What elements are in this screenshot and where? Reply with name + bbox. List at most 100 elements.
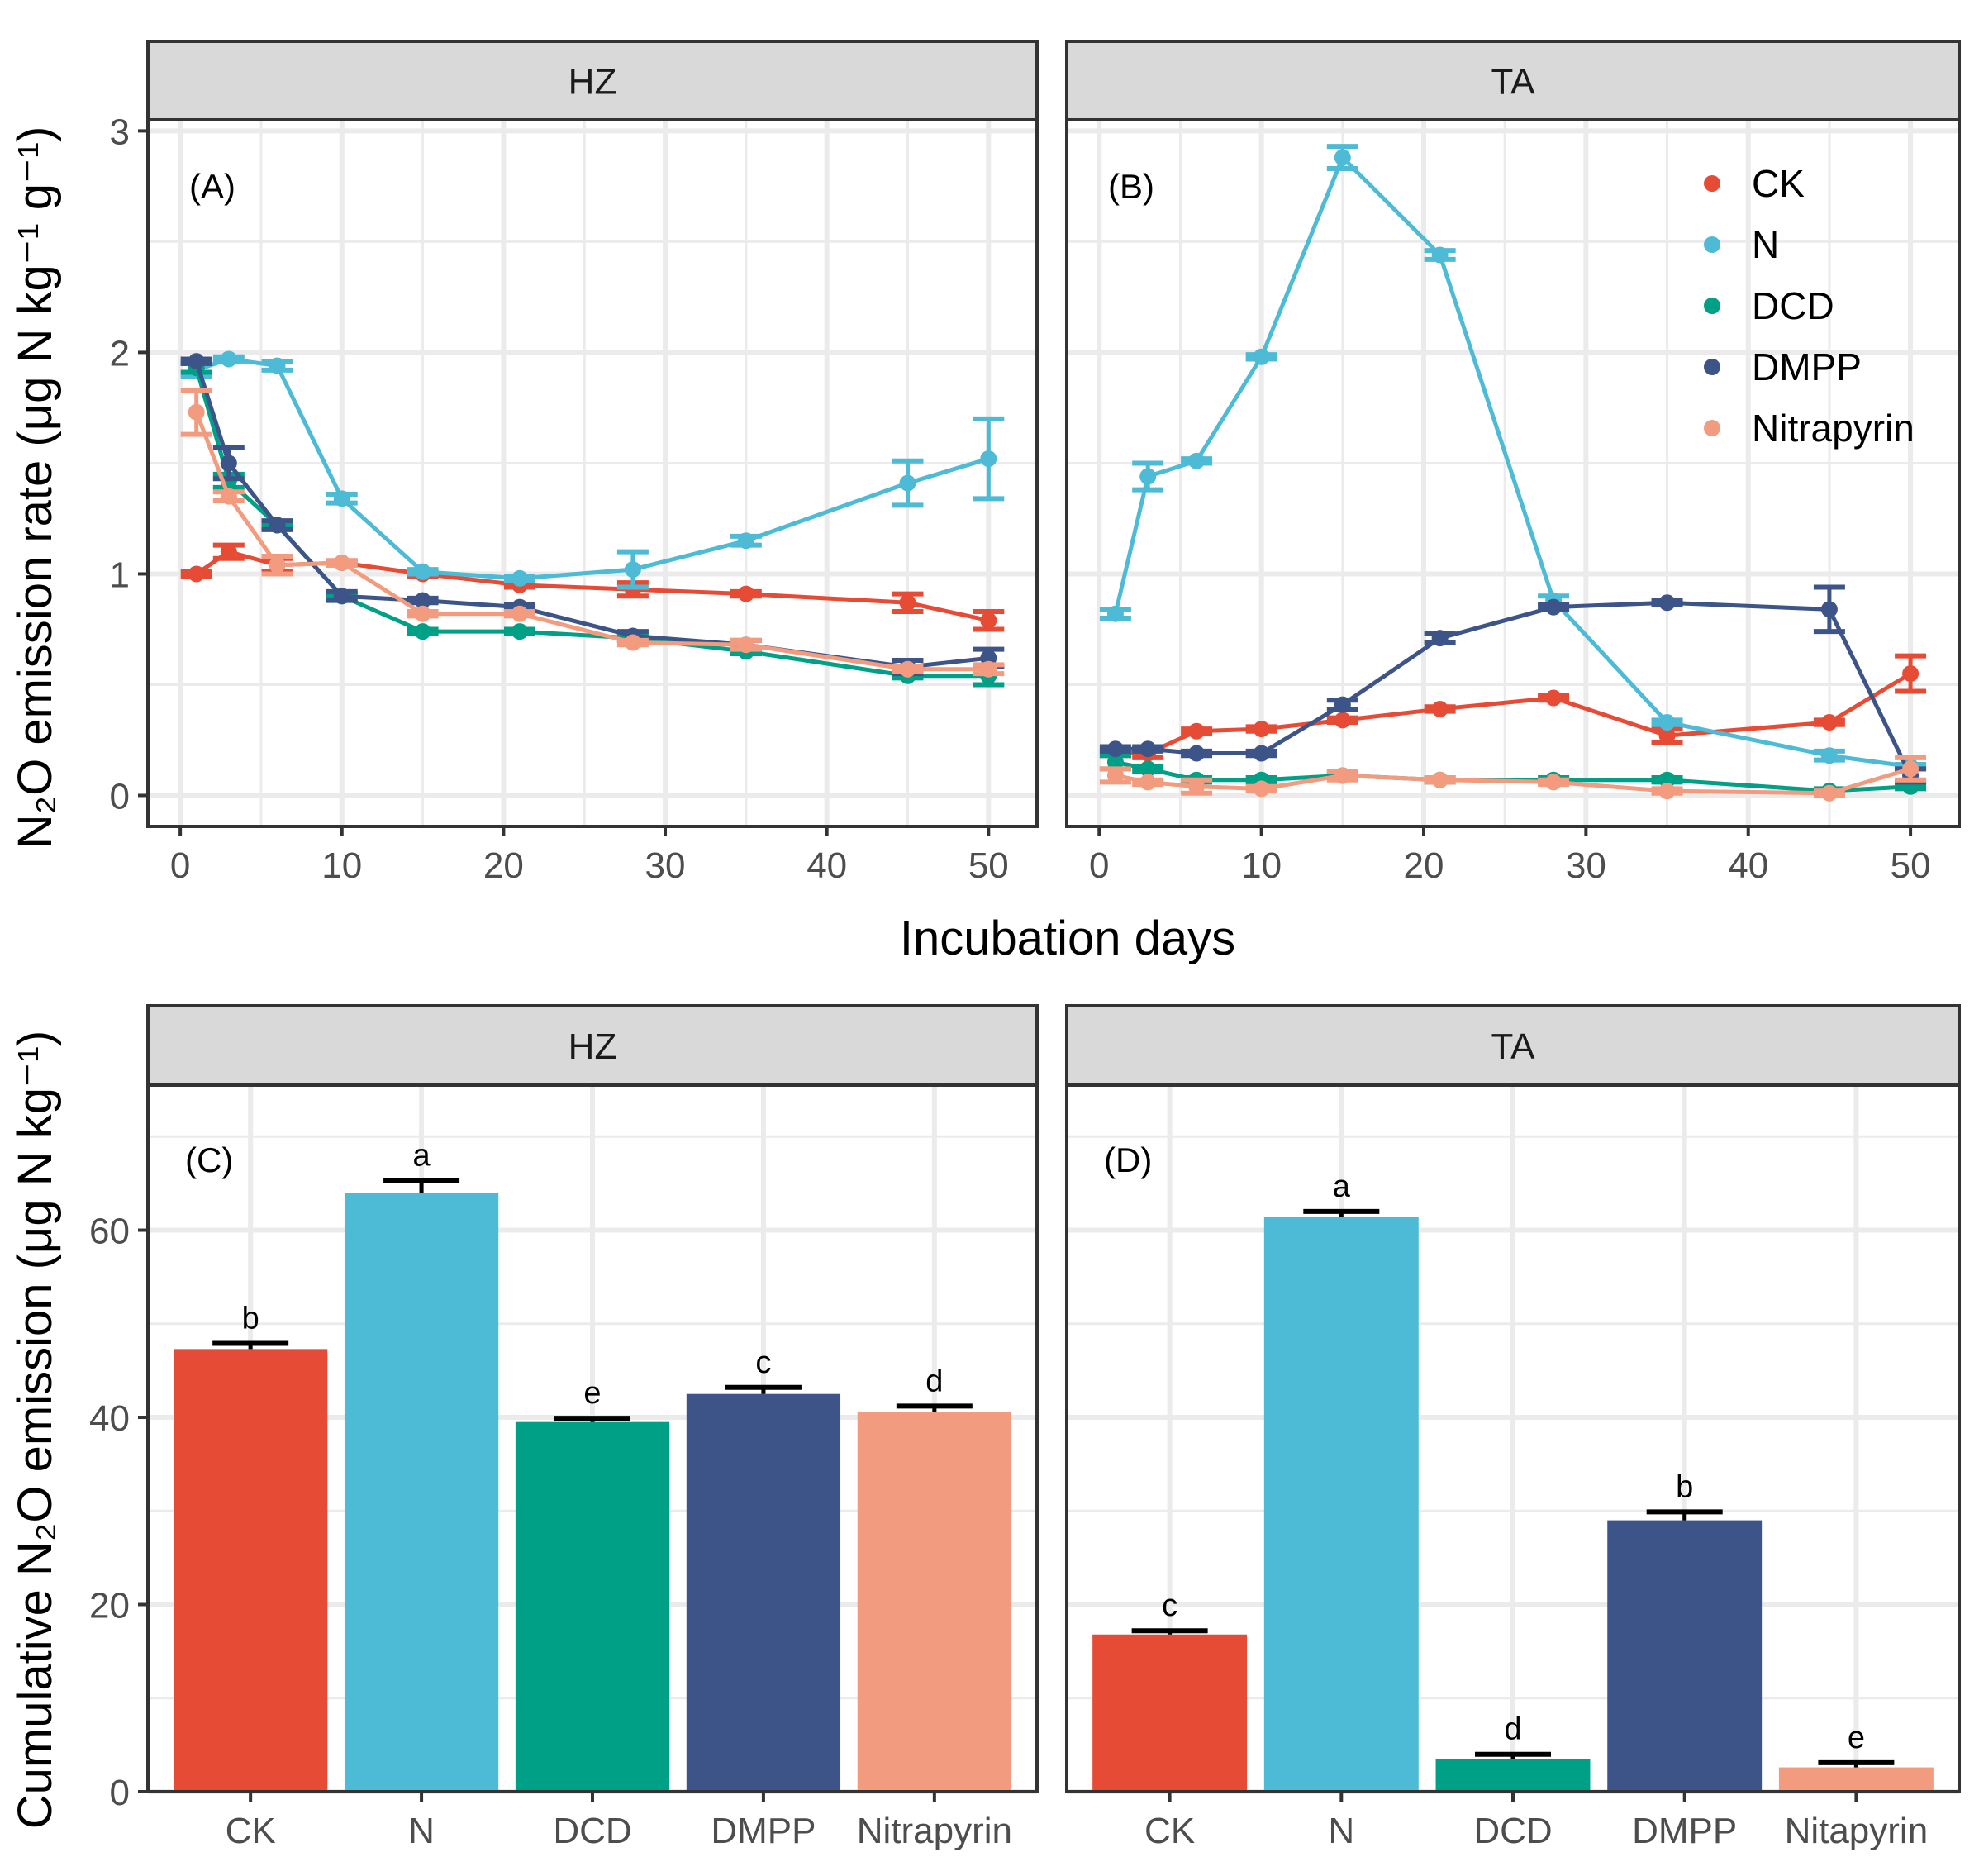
x-tick-label: N	[408, 1811, 435, 1851]
significance-letter: c	[755, 1345, 771, 1380]
legend-item-nitrapyrin: Nitrapyrin	[1704, 407, 1915, 450]
x-tick-label: 20	[1404, 845, 1444, 886]
data-point	[1431, 700, 1449, 717]
bar-dcd	[515, 1421, 670, 1792]
data-point	[1139, 740, 1157, 758]
data-point	[1658, 783, 1676, 800]
x-tick-label: N	[1328, 1811, 1354, 1851]
y-tick-label: 0	[110, 1773, 130, 1813]
significance-letter: b	[242, 1302, 259, 1336]
y-tick-label: 20	[89, 1586, 130, 1626]
data-point	[737, 532, 754, 550]
data-point	[1431, 246, 1449, 264]
data-point	[414, 592, 431, 609]
data-point	[980, 450, 997, 468]
significance-letter: d	[1504, 1712, 1521, 1747]
legend-label: CK	[1752, 162, 1805, 205]
data-point	[737, 636, 754, 654]
series-line	[1113, 154, 1911, 769]
legend-label: DCD	[1752, 284, 1834, 327]
x-tick-label: 0	[170, 845, 190, 886]
data-point	[624, 561, 641, 579]
panel-b-ta-emission-rate: TA 0 10 20 30 40 50 (B)	[1065, 40, 1961, 886]
bar-ck	[1092, 1634, 1248, 1792]
data-point	[899, 594, 916, 612]
legend-label: DMPP	[1752, 345, 1862, 388]
data-point	[1431, 630, 1449, 647]
series-line	[194, 367, 989, 679]
x-tick-label: 40	[806, 845, 847, 886]
data-point	[1334, 696, 1351, 713]
legend-item-dmpp: DMPP	[1704, 345, 1862, 388]
y-tick-label: 0	[110, 776, 130, 817]
x-tick-label: DMPP	[711, 1811, 816, 1851]
data-point	[414, 605, 431, 622]
bar-dmpp	[1607, 1520, 1763, 1792]
data-point	[1139, 760, 1157, 778]
panel-a-hz-emission-rate: HZ 0 10 20 30 40 50 0 1 2 3 (A)	[110, 40, 1039, 886]
data-point	[1820, 714, 1838, 731]
panel-tag: (A)	[189, 167, 235, 206]
data-point	[511, 605, 528, 622]
bar-nitapyrin	[1778, 1767, 1934, 1792]
data-point	[1431, 771, 1449, 788]
data-point	[269, 556, 286, 574]
x-tick-label: 30	[1566, 845, 1606, 886]
significance-letter: d	[925, 1364, 943, 1398]
facet-strip-label: HZ	[568, 62, 617, 102]
data-point	[1545, 689, 1563, 707]
data-point	[188, 565, 205, 583]
series-line	[194, 411, 989, 672]
significance-letter: b	[1676, 1469, 1693, 1504]
data-point	[414, 623, 431, 640]
data-point	[511, 569, 528, 587]
significance-letter: c	[1162, 1588, 1177, 1623]
legend-key	[1704, 359, 1720, 375]
data-point	[899, 474, 916, 492]
series-line	[1115, 600, 1913, 777]
panel-tag: (B)	[1108, 167, 1154, 206]
data-point	[1658, 727, 1676, 745]
facet-strip-label: TA	[1491, 62, 1536, 102]
data-point	[1253, 721, 1270, 738]
legend-key	[1704, 420, 1720, 436]
bar-ck	[174, 1349, 328, 1792]
bar-n	[344, 1193, 499, 1792]
legend-key	[1704, 298, 1720, 314]
data-point	[333, 588, 350, 605]
x-tick-label: 30	[645, 845, 686, 886]
facet-strip	[146, 40, 1039, 121]
significance-letter: e	[1848, 1721, 1865, 1755]
data-point	[1253, 745, 1270, 762]
facet-strip	[1065, 40, 1961, 121]
series-dmpp	[1099, 584, 1927, 785]
x-tick-label: 0	[1089, 845, 1109, 886]
x-tick-label: Nitapyrin	[1785, 1811, 1929, 1851]
facet-strip-label: TA	[1491, 1026, 1536, 1067]
data-point	[1820, 747, 1838, 764]
y-tick-label: 3	[110, 112, 130, 152]
legend-item-ck: CK	[1704, 162, 1805, 205]
facet-strip-label: HZ	[568, 1026, 617, 1067]
data-point	[188, 403, 205, 421]
legend-key	[1704, 175, 1720, 192]
data-point	[1188, 745, 1206, 762]
data-point	[1334, 712, 1351, 729]
x-tick-label: 50	[1891, 845, 1931, 886]
x-tick-label: 20	[483, 845, 524, 886]
data-point	[1188, 452, 1206, 469]
x-tick-label: 40	[1728, 845, 1768, 886]
legend-item-n: N	[1704, 223, 1779, 266]
x-axis-title-top: Incubation days	[900, 912, 1235, 965]
y-tick-label: 2	[110, 333, 130, 374]
x-tick-label: DMPP	[1632, 1811, 1737, 1851]
panel-border	[1065, 118, 1961, 828]
significance-letter: a	[1333, 1169, 1351, 1204]
panel-d-ta-cumulative: TA c CK a Nd DCD b DMPP e Nitapyrin (D)	[1065, 1004, 1961, 1851]
significance-letter: a	[413, 1139, 431, 1174]
data-point	[220, 455, 237, 472]
data-point	[624, 634, 641, 651]
bar-n	[1263, 1217, 1419, 1792]
data-point	[1106, 754, 1124, 771]
